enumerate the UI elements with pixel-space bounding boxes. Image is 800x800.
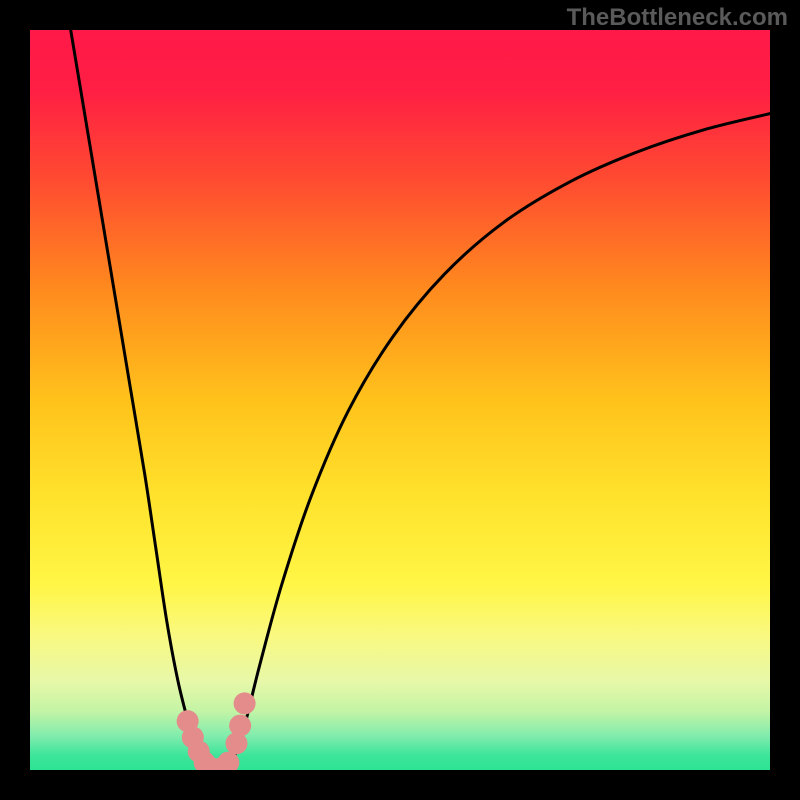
data-marker	[234, 692, 256, 714]
plot-area	[30, 30, 770, 770]
chart-canvas: TheBottleneck.com	[0, 0, 800, 800]
left-curve	[71, 30, 212, 770]
data-marker	[229, 715, 251, 737]
curve-layer	[30, 30, 770, 770]
right-curve	[226, 114, 770, 770]
watermark-text: TheBottleneck.com	[567, 4, 788, 32]
